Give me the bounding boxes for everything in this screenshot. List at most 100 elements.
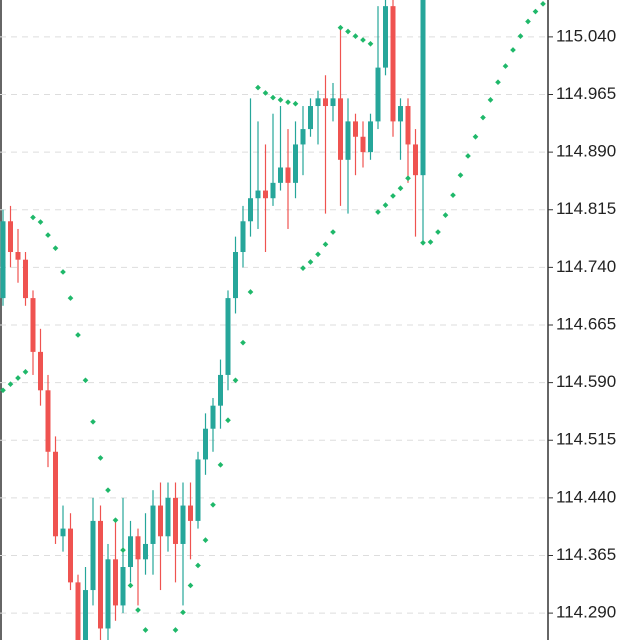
sar-dot xyxy=(37,219,44,225)
sar-dot xyxy=(292,100,299,107)
sar-dot xyxy=(75,332,81,338)
sar-dot xyxy=(172,627,179,633)
sar-dot xyxy=(390,193,396,199)
sar-dot xyxy=(427,239,434,245)
sar-dot xyxy=(120,547,126,553)
candle-body xyxy=(105,559,111,629)
candle-body xyxy=(308,106,313,130)
candle-body xyxy=(90,520,96,591)
sar-dot xyxy=(307,259,314,265)
candle-body xyxy=(293,144,298,183)
sar-dot xyxy=(105,487,111,494)
sar-dot xyxy=(127,582,134,589)
sar-dot xyxy=(375,209,381,215)
y-tick-label: 114.365 xyxy=(556,545,616,564)
y-tick-label: 114.590 xyxy=(556,372,616,391)
candle-body xyxy=(143,543,148,560)
sar-dot xyxy=(90,418,96,425)
candle-body xyxy=(45,390,51,452)
sar-dot xyxy=(360,37,366,43)
candle-body xyxy=(345,121,351,160)
candle-body xyxy=(98,520,103,629)
candle-body xyxy=(315,98,321,107)
candle-body xyxy=(113,559,118,606)
sar-dot xyxy=(187,582,194,589)
sar-dot xyxy=(82,377,89,384)
sar-dot xyxy=(67,295,74,301)
candle-body xyxy=(210,405,216,429)
candle-body xyxy=(165,497,171,537)
candle-body xyxy=(420,0,426,176)
sar-dot xyxy=(540,1,546,7)
sar-dot xyxy=(15,375,21,381)
sar-dot xyxy=(525,18,531,25)
candle-body xyxy=(383,6,388,68)
sar-dot xyxy=(247,289,254,295)
candle-body xyxy=(263,190,268,199)
candle-body xyxy=(188,505,193,521)
sar-dot xyxy=(517,33,524,39)
sar-dot xyxy=(465,153,471,159)
candle-body xyxy=(0,221,6,299)
sar-dot xyxy=(60,269,66,275)
sar-dot xyxy=(232,377,239,384)
candle-body xyxy=(360,136,366,153)
sar-dot xyxy=(202,537,209,543)
candle-body xyxy=(158,505,163,537)
candle-body xyxy=(233,252,238,299)
sar-dot xyxy=(285,99,291,106)
sar-dot xyxy=(442,212,449,218)
sar-dot xyxy=(217,461,224,468)
y-tick-label: 114.815 xyxy=(556,199,616,218)
y-tick-label: 115.040 xyxy=(556,26,616,45)
sar-dot xyxy=(435,229,441,235)
y-tick-label: 114.890 xyxy=(556,142,616,161)
candle-body xyxy=(83,590,88,640)
candle-body xyxy=(8,221,13,253)
sar-dot xyxy=(510,47,516,53)
candle-body xyxy=(398,106,403,122)
candle-body xyxy=(270,182,276,199)
sar-dot xyxy=(255,84,261,91)
candle-body xyxy=(180,505,186,544)
candle-body xyxy=(338,98,343,160)
candle-body xyxy=(390,6,396,122)
candle-body xyxy=(173,497,178,544)
sar-dot xyxy=(262,90,269,96)
sar-dot xyxy=(52,245,59,251)
y-tick-label: 114.965 xyxy=(556,84,616,103)
candle-body xyxy=(323,98,328,107)
sar-dot xyxy=(367,40,374,47)
candle-body xyxy=(38,351,43,391)
candle-body xyxy=(60,528,66,537)
sar-dot xyxy=(397,185,404,192)
sar-dot xyxy=(502,63,509,69)
sar-dot xyxy=(30,214,36,221)
candle-body xyxy=(405,106,411,145)
sar-dot xyxy=(532,8,539,15)
sar-dot xyxy=(345,28,351,35)
candle-body xyxy=(218,374,223,406)
candle-body xyxy=(353,121,358,137)
y-tick-label: 114.515 xyxy=(556,430,616,449)
y-tick-label: 114.665 xyxy=(556,314,616,333)
candle-body xyxy=(285,167,291,183)
sar-dot xyxy=(270,94,276,101)
sar-dot xyxy=(457,172,464,179)
candle-body xyxy=(300,129,306,145)
sar-dot xyxy=(382,202,389,208)
candle-body xyxy=(150,505,156,544)
sar-dot xyxy=(315,251,321,258)
sar-dot xyxy=(97,455,104,461)
sar-dot xyxy=(240,339,246,346)
sar-dot xyxy=(480,114,486,121)
sar-dot xyxy=(472,133,479,140)
sar-dot xyxy=(405,175,411,182)
candle-body xyxy=(68,528,73,583)
candle-body xyxy=(203,428,208,460)
sar-dot xyxy=(322,241,329,248)
sar-dot xyxy=(277,97,284,103)
sar-dot xyxy=(330,229,336,235)
